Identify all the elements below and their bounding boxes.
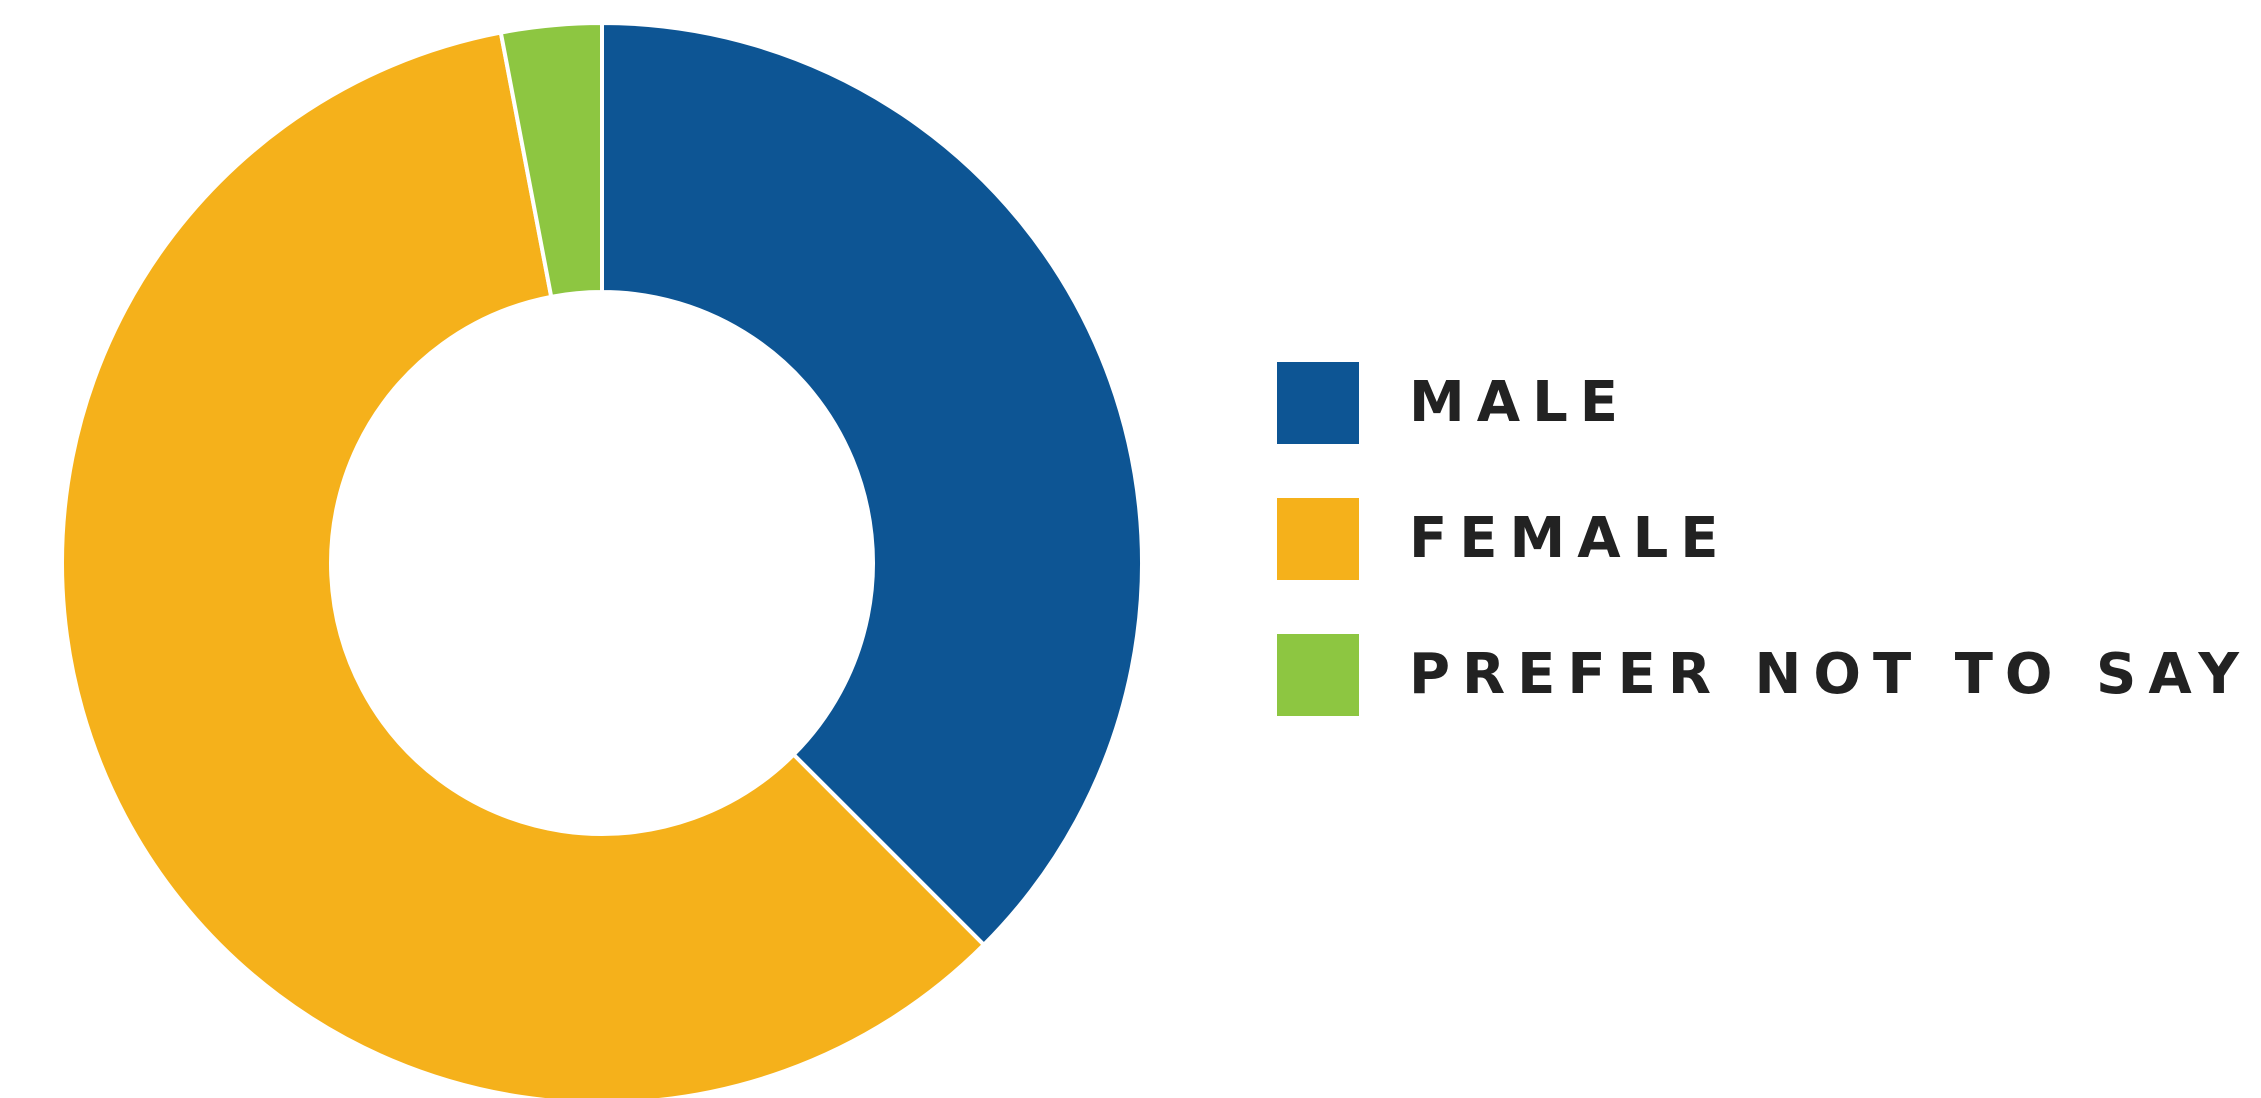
legend-swatch-prefer-not-to-say <box>1277 634 1359 716</box>
legend-item-female: FEMALE <box>1277 498 2251 580</box>
donut-chart-svg <box>60 20 1145 1098</box>
legend-swatch-female <box>1277 498 1359 580</box>
donut-slice-prefer-not-to-say <box>498 20 604 300</box>
donut-slice-male <box>600 20 1145 948</box>
donut-slice-female <box>60 30 987 1098</box>
legend-item-prefer-not-to-say: PREFER NOT TO SAY <box>1277 634 2251 716</box>
legend-item-male: MALE <box>1277 362 2251 444</box>
legend-label-male: MALE <box>1409 370 1631 435</box>
legend-label-female: FEMALE <box>1409 506 1731 571</box>
legend-label-prefer-not-to-say: PREFER NOT TO SAY <box>1409 642 2251 707</box>
legend-swatch-male <box>1277 362 1359 444</box>
legend: MALE FEMALE PREFER NOT TO SAY <box>1277 362 2251 770</box>
